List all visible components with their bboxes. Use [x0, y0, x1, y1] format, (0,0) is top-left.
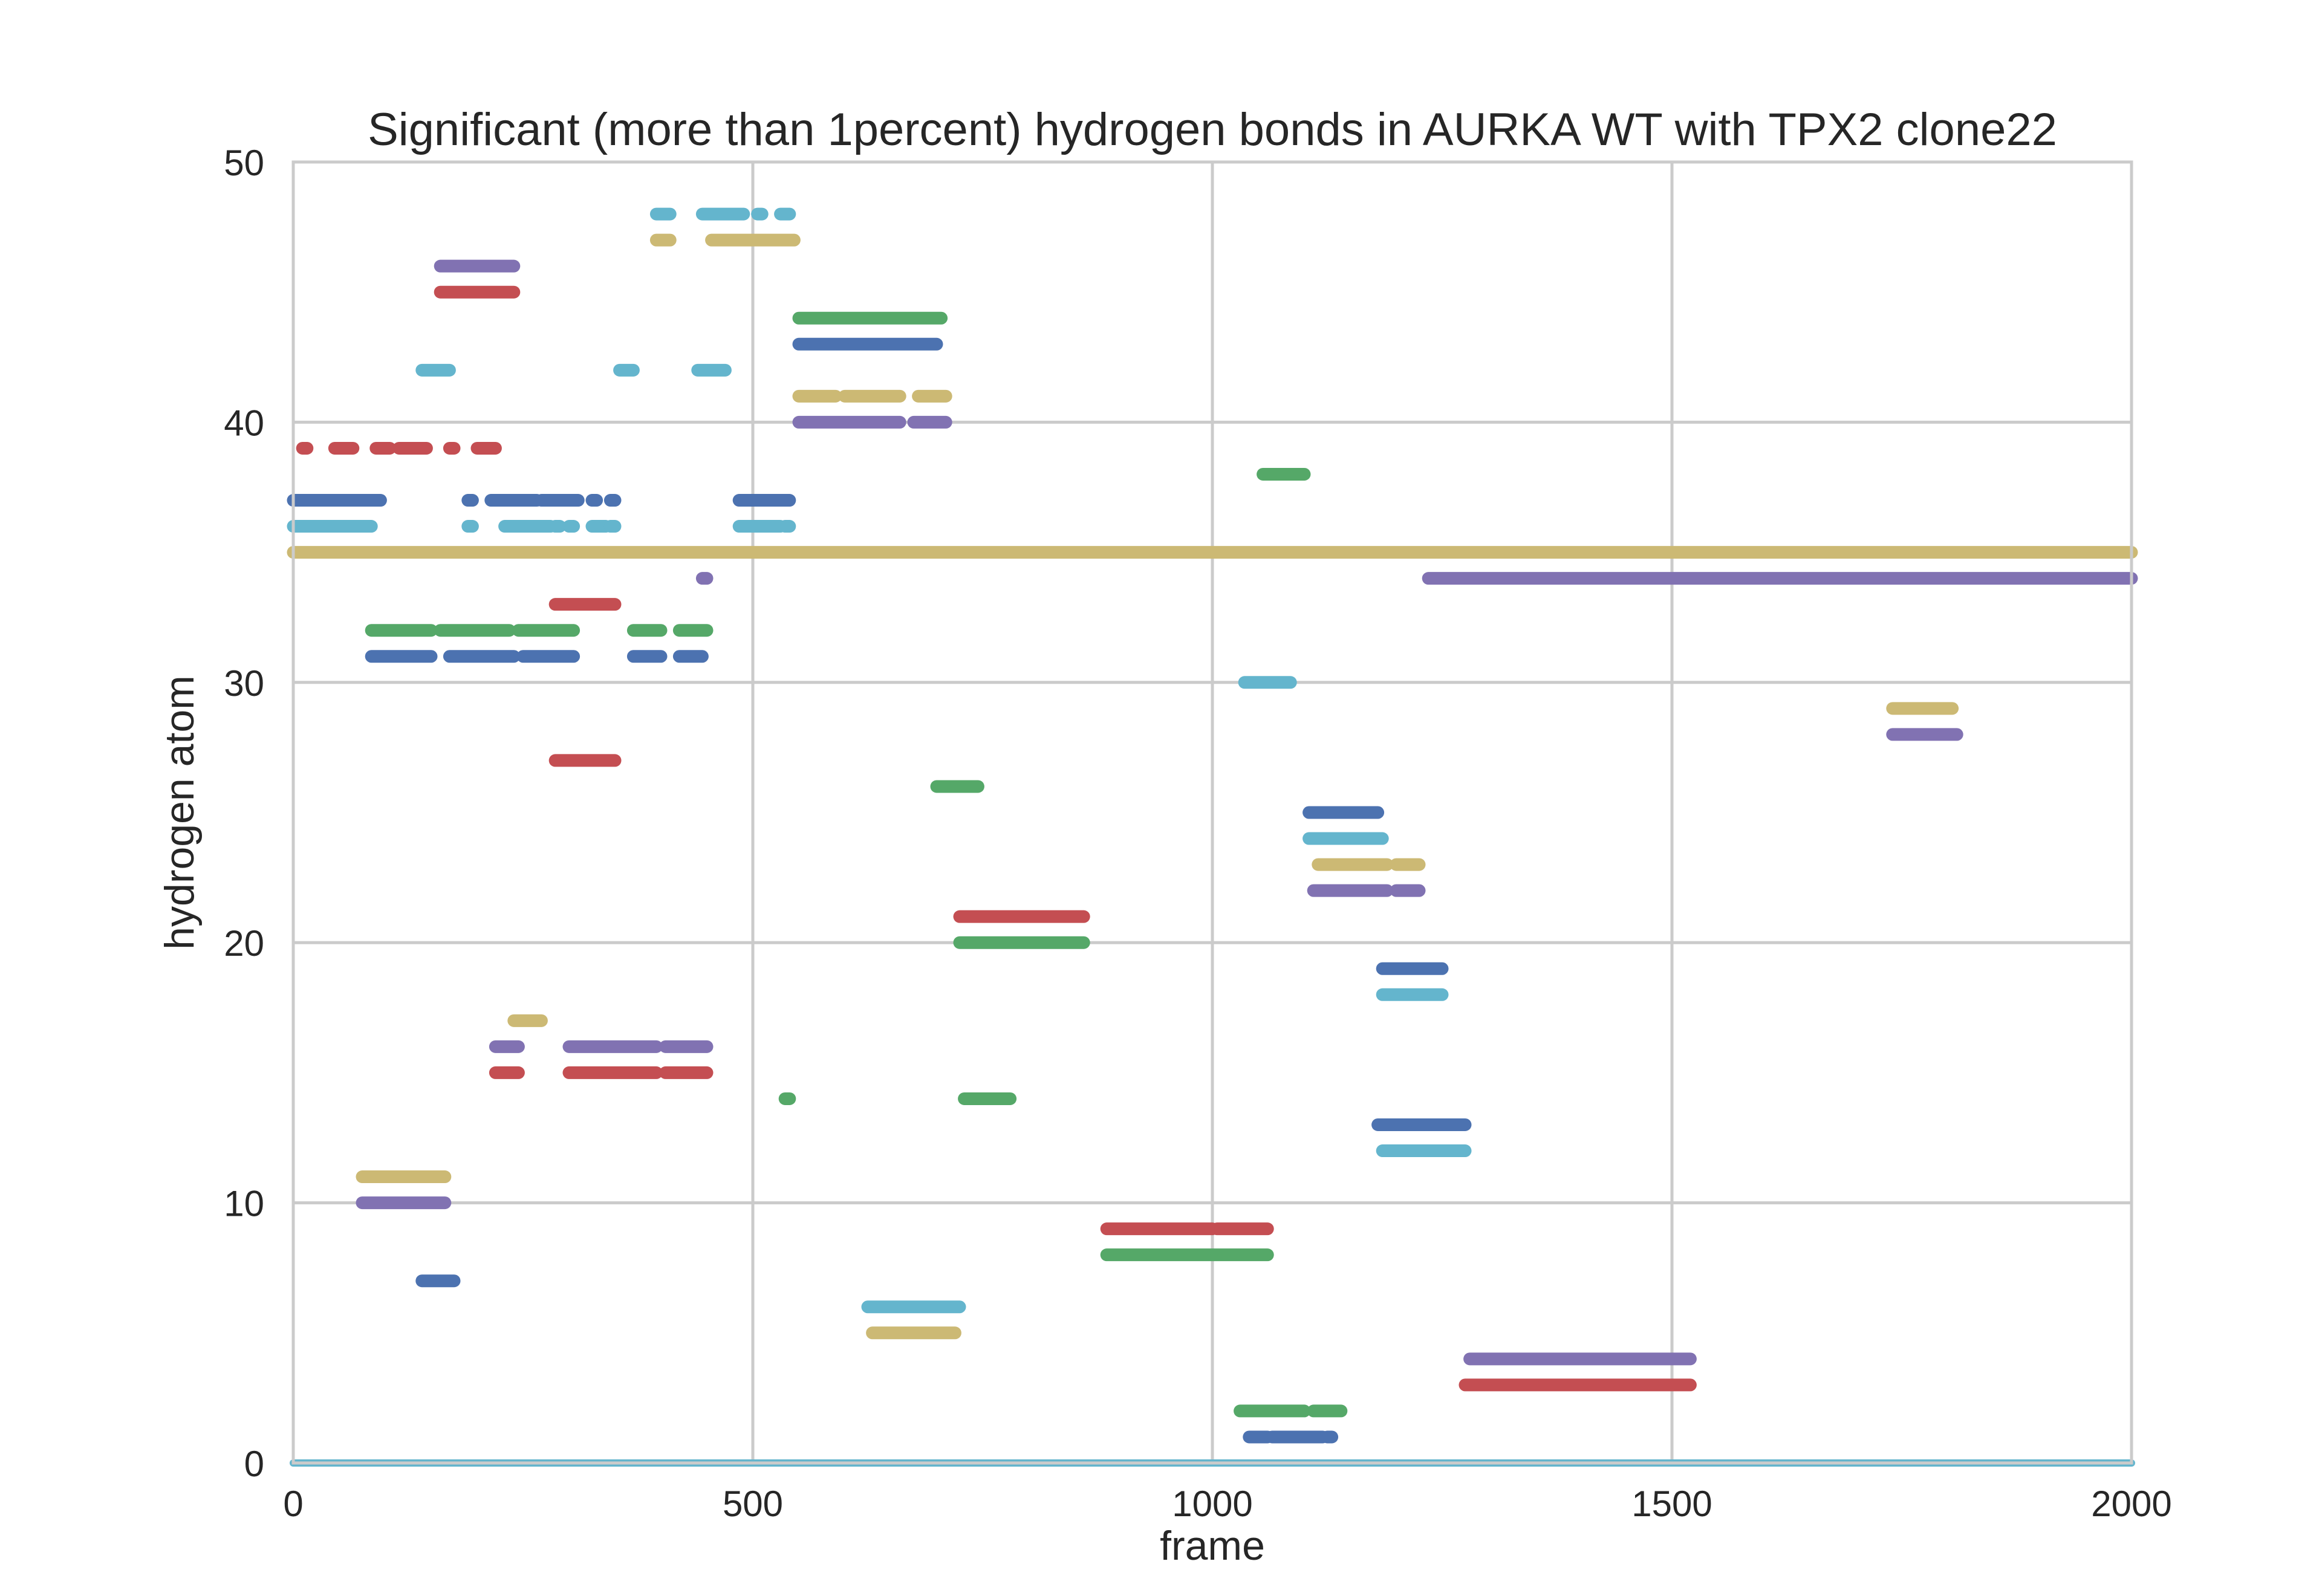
x-tick-label: 1500 [1631, 1484, 1712, 1524]
plot-frame [291, 160, 2133, 1465]
x-tick-label: 1000 [1172, 1484, 1252, 1524]
x-tick-label: 2000 [2091, 1484, 2171, 1524]
chart-title: Significant (more than 1percent) hydroge… [368, 104, 2057, 155]
y-tick-label: 40 [224, 403, 264, 443]
grid-lines [291, 160, 2133, 1465]
x-tick-label: 500 [723, 1484, 783, 1524]
y-tick-labels: 0 10 20 30 40 50 [224, 143, 264, 1484]
x-tick-labels: 0 500 1000 1500 2000 [283, 1484, 2171, 1524]
x-tick-label: 0 [283, 1484, 303, 1524]
x-axis-label: frame [1160, 1523, 1265, 1569]
y-tick-label: 0 [244, 1444, 264, 1484]
y-tick-label: 30 [224, 663, 264, 704]
y-axis-label: hydrogen atom [157, 675, 203, 950]
y-tick-label: 20 [224, 923, 264, 964]
y-tick-label: 10 [224, 1184, 264, 1224]
y-tick-label: 50 [224, 143, 264, 183]
